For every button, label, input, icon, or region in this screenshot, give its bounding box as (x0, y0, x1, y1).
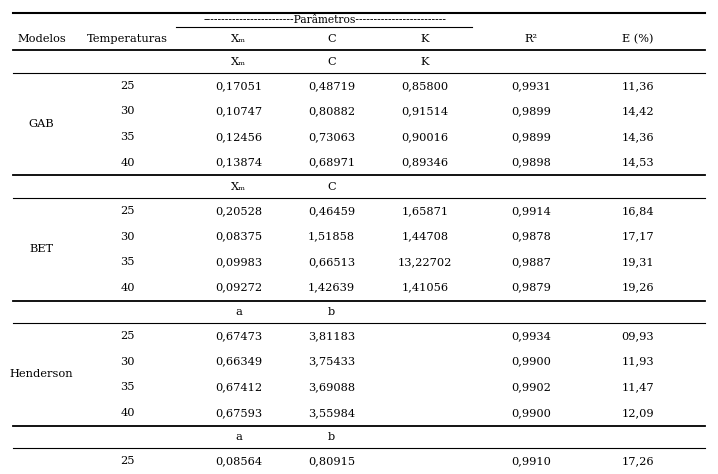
Text: 13,22702: 13,22702 (398, 257, 452, 267)
Text: Temperaturas: Temperaturas (88, 34, 168, 44)
Text: 0,08375: 0,08375 (215, 231, 262, 242)
Text: 0,9887: 0,9887 (511, 257, 551, 267)
Text: b: b (328, 307, 335, 317)
Text: 0,67473: 0,67473 (215, 331, 262, 341)
Text: Xₘ: Xₘ (230, 34, 246, 44)
Text: 11,93: 11,93 (621, 356, 654, 367)
Text: 0,48719: 0,48719 (308, 81, 355, 91)
Text: 0,66349: 0,66349 (215, 356, 262, 367)
Text: Modelos: Modelos (17, 34, 66, 44)
Text: C: C (327, 182, 336, 192)
Text: 0,9931: 0,9931 (511, 81, 551, 91)
Text: 0,17051: 0,17051 (215, 81, 262, 91)
Text: 0,9910: 0,9910 (511, 456, 551, 466)
Text: BET: BET (29, 244, 54, 255)
Text: 0,9900: 0,9900 (511, 356, 551, 367)
Text: R²: R² (525, 34, 538, 44)
Text: 0,9899: 0,9899 (511, 106, 551, 117)
Text: b: b (328, 432, 335, 442)
Text: 3,55984: 3,55984 (308, 408, 355, 418)
Text: 0,10747: 0,10747 (215, 106, 262, 117)
Text: Xₘ: Xₘ (230, 182, 246, 192)
Text: 0,89346: 0,89346 (401, 157, 449, 168)
Text: 0,80882: 0,80882 (308, 106, 355, 117)
Text: a: a (235, 307, 242, 317)
Text: 30: 30 (121, 356, 135, 367)
Text: 14,42: 14,42 (621, 106, 654, 117)
Text: C: C (327, 34, 336, 44)
Text: a: a (235, 432, 242, 442)
Text: 25: 25 (121, 81, 135, 91)
Text: 0,08564: 0,08564 (215, 456, 262, 466)
Text: Henderson: Henderson (10, 369, 73, 380)
Text: 11,47: 11,47 (621, 382, 654, 392)
Text: 40: 40 (121, 157, 135, 168)
Text: K: K (421, 56, 429, 67)
Text: 0,85800: 0,85800 (401, 81, 449, 91)
Text: 0,09272: 0,09272 (215, 283, 262, 293)
Text: 30: 30 (121, 106, 135, 117)
Text: 40: 40 (121, 408, 135, 418)
Text: 0,20528: 0,20528 (215, 206, 262, 216)
Text: 12,09: 12,09 (621, 408, 654, 418)
Text: 14,36: 14,36 (621, 132, 654, 142)
Text: 0,9898: 0,9898 (511, 157, 551, 168)
Text: 1,51858: 1,51858 (308, 231, 355, 242)
Text: 0,12456: 0,12456 (215, 132, 262, 142)
Text: 0,9899: 0,9899 (511, 132, 551, 142)
Text: 35: 35 (121, 257, 135, 267)
Text: 40: 40 (121, 283, 135, 293)
Text: C: C (327, 56, 336, 67)
Text: 11,36: 11,36 (621, 81, 654, 91)
Text: 0,9914: 0,9914 (511, 206, 551, 216)
Text: 35: 35 (121, 382, 135, 392)
Text: 19,26: 19,26 (621, 283, 654, 293)
Text: 0,9878: 0,9878 (511, 231, 551, 242)
Text: 0,9902: 0,9902 (511, 382, 551, 392)
Text: 35: 35 (121, 132, 135, 142)
Text: 0,73063: 0,73063 (308, 132, 355, 142)
Text: 0,46459: 0,46459 (308, 206, 355, 216)
Text: 1,42639: 1,42639 (308, 283, 355, 293)
Text: 0,90016: 0,90016 (401, 132, 449, 142)
Text: 25: 25 (121, 331, 135, 341)
Text: 0,9879: 0,9879 (511, 283, 551, 293)
Text: 16,84: 16,84 (621, 206, 654, 216)
Text: K: K (421, 34, 429, 44)
Text: 0,9934: 0,9934 (511, 331, 551, 341)
Text: -------------------------Parâmetros-------------------------: -------------------------Parâmetros-----… (203, 15, 446, 26)
Text: 1,65871: 1,65871 (401, 206, 449, 216)
Text: 17,17: 17,17 (621, 231, 654, 242)
Text: 0,13874: 0,13874 (215, 157, 262, 168)
Text: 14,53: 14,53 (621, 157, 654, 168)
Text: 3,81183: 3,81183 (308, 331, 355, 341)
Text: 09,93: 09,93 (621, 331, 654, 341)
Text: 0,67593: 0,67593 (215, 408, 262, 418)
Text: 0,09983: 0,09983 (215, 257, 262, 267)
Text: 0,9900: 0,9900 (511, 408, 551, 418)
Text: 0,91514: 0,91514 (401, 106, 449, 117)
Text: GAB: GAB (29, 119, 55, 129)
Text: 17,26: 17,26 (621, 456, 654, 466)
Text: 3,75433: 3,75433 (308, 356, 355, 367)
Text: 19,31: 19,31 (621, 257, 654, 267)
Text: 3,69088: 3,69088 (308, 382, 355, 392)
Text: E (%): E (%) (622, 34, 653, 44)
Text: 1,44708: 1,44708 (401, 231, 449, 242)
Text: Xₘ: Xₘ (230, 56, 246, 67)
Text: 0,68971: 0,68971 (308, 157, 355, 168)
Text: 30: 30 (121, 231, 135, 242)
Text: 25: 25 (121, 456, 135, 466)
Text: 0,66513: 0,66513 (308, 257, 355, 267)
Text: 0,80915: 0,80915 (308, 456, 355, 466)
Text: 0,67412: 0,67412 (215, 382, 262, 392)
Text: 25: 25 (121, 206, 135, 216)
Text: 1,41056: 1,41056 (401, 283, 449, 293)
